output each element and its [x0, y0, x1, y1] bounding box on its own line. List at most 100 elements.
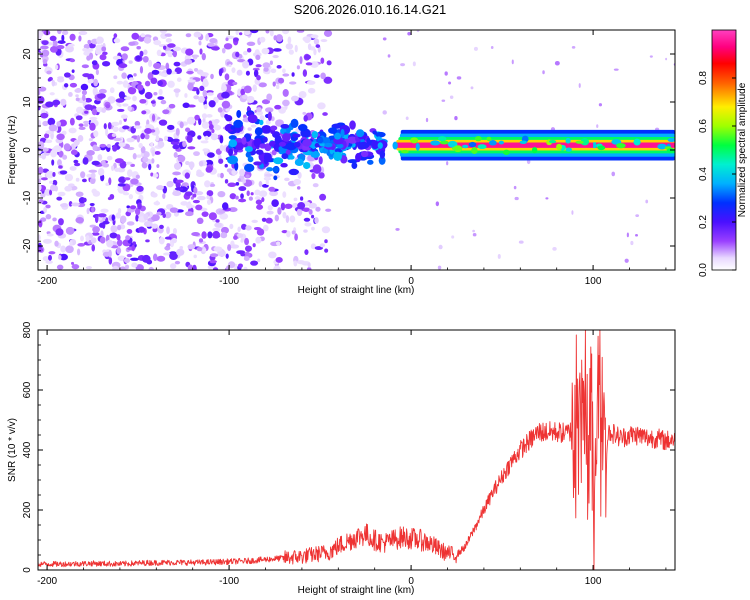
- noise-speckle: [140, 33, 146, 38]
- noise-speckle: [118, 91, 125, 99]
- noise-speckle: [261, 197, 265, 203]
- noise-speckle: [298, 90, 307, 99]
- noise-speckle: [249, 30, 259, 34]
- noise-speckle: [166, 243, 171, 248]
- colorbar-gradient: [711, 29, 737, 271]
- noise-speckle: [147, 72, 154, 81]
- noise-speckle: [262, 62, 271, 69]
- noise-speckle: [122, 80, 129, 88]
- noise-speckle: [105, 128, 109, 137]
- noise-speckle: [126, 137, 135, 143]
- noise-speckle: [133, 73, 137, 77]
- noise-speckle: [128, 194, 134, 200]
- noise-speckle: [472, 229, 475, 233]
- noise-speckle: [209, 259, 217, 264]
- noise-speckle: [186, 116, 196, 125]
- ridge-lump: [556, 143, 563, 151]
- noise-speckle: [126, 221, 135, 226]
- noise-speckle: [320, 39, 328, 43]
- noise-speckle: [266, 93, 273, 101]
- noise-speckle: [323, 30, 333, 37]
- noise-speckle: [272, 48, 282, 52]
- noise-speckle: [243, 85, 252, 94]
- noise-speckle: [117, 183, 126, 187]
- noise-speckle: [182, 102, 190, 109]
- noise-speckle: [272, 55, 279, 59]
- noise-speckle: [151, 158, 155, 164]
- noise-speckle: [265, 178, 269, 186]
- noise-speckle: [125, 235, 131, 241]
- noise-speckle: [300, 196, 304, 201]
- noise-speckle: [282, 30, 290, 35]
- noise-speckle: [55, 228, 64, 236]
- ridge-lump: [438, 136, 447, 142]
- transition-blob: [355, 129, 365, 138]
- noise-speckle: [84, 104, 94, 111]
- noise-speckle: [136, 84, 144, 91]
- noise-speckle: [106, 239, 114, 248]
- noise-speckle: [416, 30, 420, 33]
- noise-speckle: [221, 47, 226, 54]
- noise-speckle: [208, 123, 214, 130]
- noise-speckle: [191, 54, 200, 58]
- noise-speckle: [240, 239, 244, 243]
- noise-speckle: [69, 117, 75, 126]
- noise-speckle: [166, 180, 174, 188]
- noise-speckle: [78, 30, 88, 36]
- ridge-lump: [611, 139, 622, 145]
- noise-speckle: [101, 46, 107, 52]
- noise-speckle: [77, 242, 86, 247]
- noise-speckle: [106, 144, 111, 148]
- noise-speckle: [596, 124, 599, 129]
- noise-speckle: [68, 127, 77, 134]
- noise-speckle: [269, 190, 279, 197]
- transition-blob: [375, 131, 386, 138]
- noise-speckle: [204, 180, 211, 188]
- noise-speckle: [250, 124, 257, 128]
- noise-speckle: [239, 32, 243, 36]
- noise-speckle: [192, 264, 197, 270]
- ridge-lump: [486, 136, 492, 142]
- noise-speckle: [245, 245, 252, 252]
- noise-speckle: [132, 153, 137, 160]
- noise-speckle: [206, 199, 212, 205]
- noise-speckle: [172, 144, 180, 150]
- noise-speckle: [303, 229, 308, 233]
- noise-speckle: [80, 235, 84, 242]
- noise-speckle: [45, 139, 53, 144]
- noise-speckle: [111, 165, 115, 171]
- noise-speckle: [139, 98, 147, 104]
- noise-speckle: [232, 81, 238, 86]
- transition-blob: [262, 136, 268, 143]
- noise-speckle: [259, 36, 266, 43]
- noise-speckle: [40, 112, 49, 119]
- noise-speckle: [175, 127, 180, 136]
- noise-speckle: [69, 82, 78, 88]
- noise-speckle: [247, 127, 252, 131]
- noise-speckle: [112, 126, 119, 133]
- noise-speckle: [198, 160, 204, 167]
- noise-speckle: [43, 207, 48, 213]
- noise-speckle: [598, 103, 602, 107]
- noise-speckle: [58, 218, 64, 226]
- noise-speckle: [184, 172, 190, 179]
- noise-speckle: [111, 214, 116, 222]
- noise-speckle: [473, 46, 478, 51]
- noise-speckle: [42, 58, 48, 64]
- noise-speckle: [193, 95, 200, 100]
- noise-speckle: [100, 208, 109, 213]
- noise-speckle: [144, 91, 153, 100]
- ridge-lump: [498, 140, 504, 145]
- noise-speckle: [148, 59, 153, 67]
- noise-speckle: [172, 46, 182, 52]
- noise-speckle: [196, 171, 205, 178]
- noise-speckle: [192, 199, 200, 204]
- noise-speckle: [207, 231, 213, 239]
- chart-title: S206.2026.010.16.14.G21: [294, 2, 447, 17]
- noise-speckle: [56, 133, 65, 141]
- noise-speckle: [76, 106, 84, 114]
- noise-speckle: [153, 62, 161, 69]
- noise-speckle: [302, 69, 308, 77]
- noise-speckle: [233, 235, 238, 240]
- noise-speckle: [310, 61, 319, 68]
